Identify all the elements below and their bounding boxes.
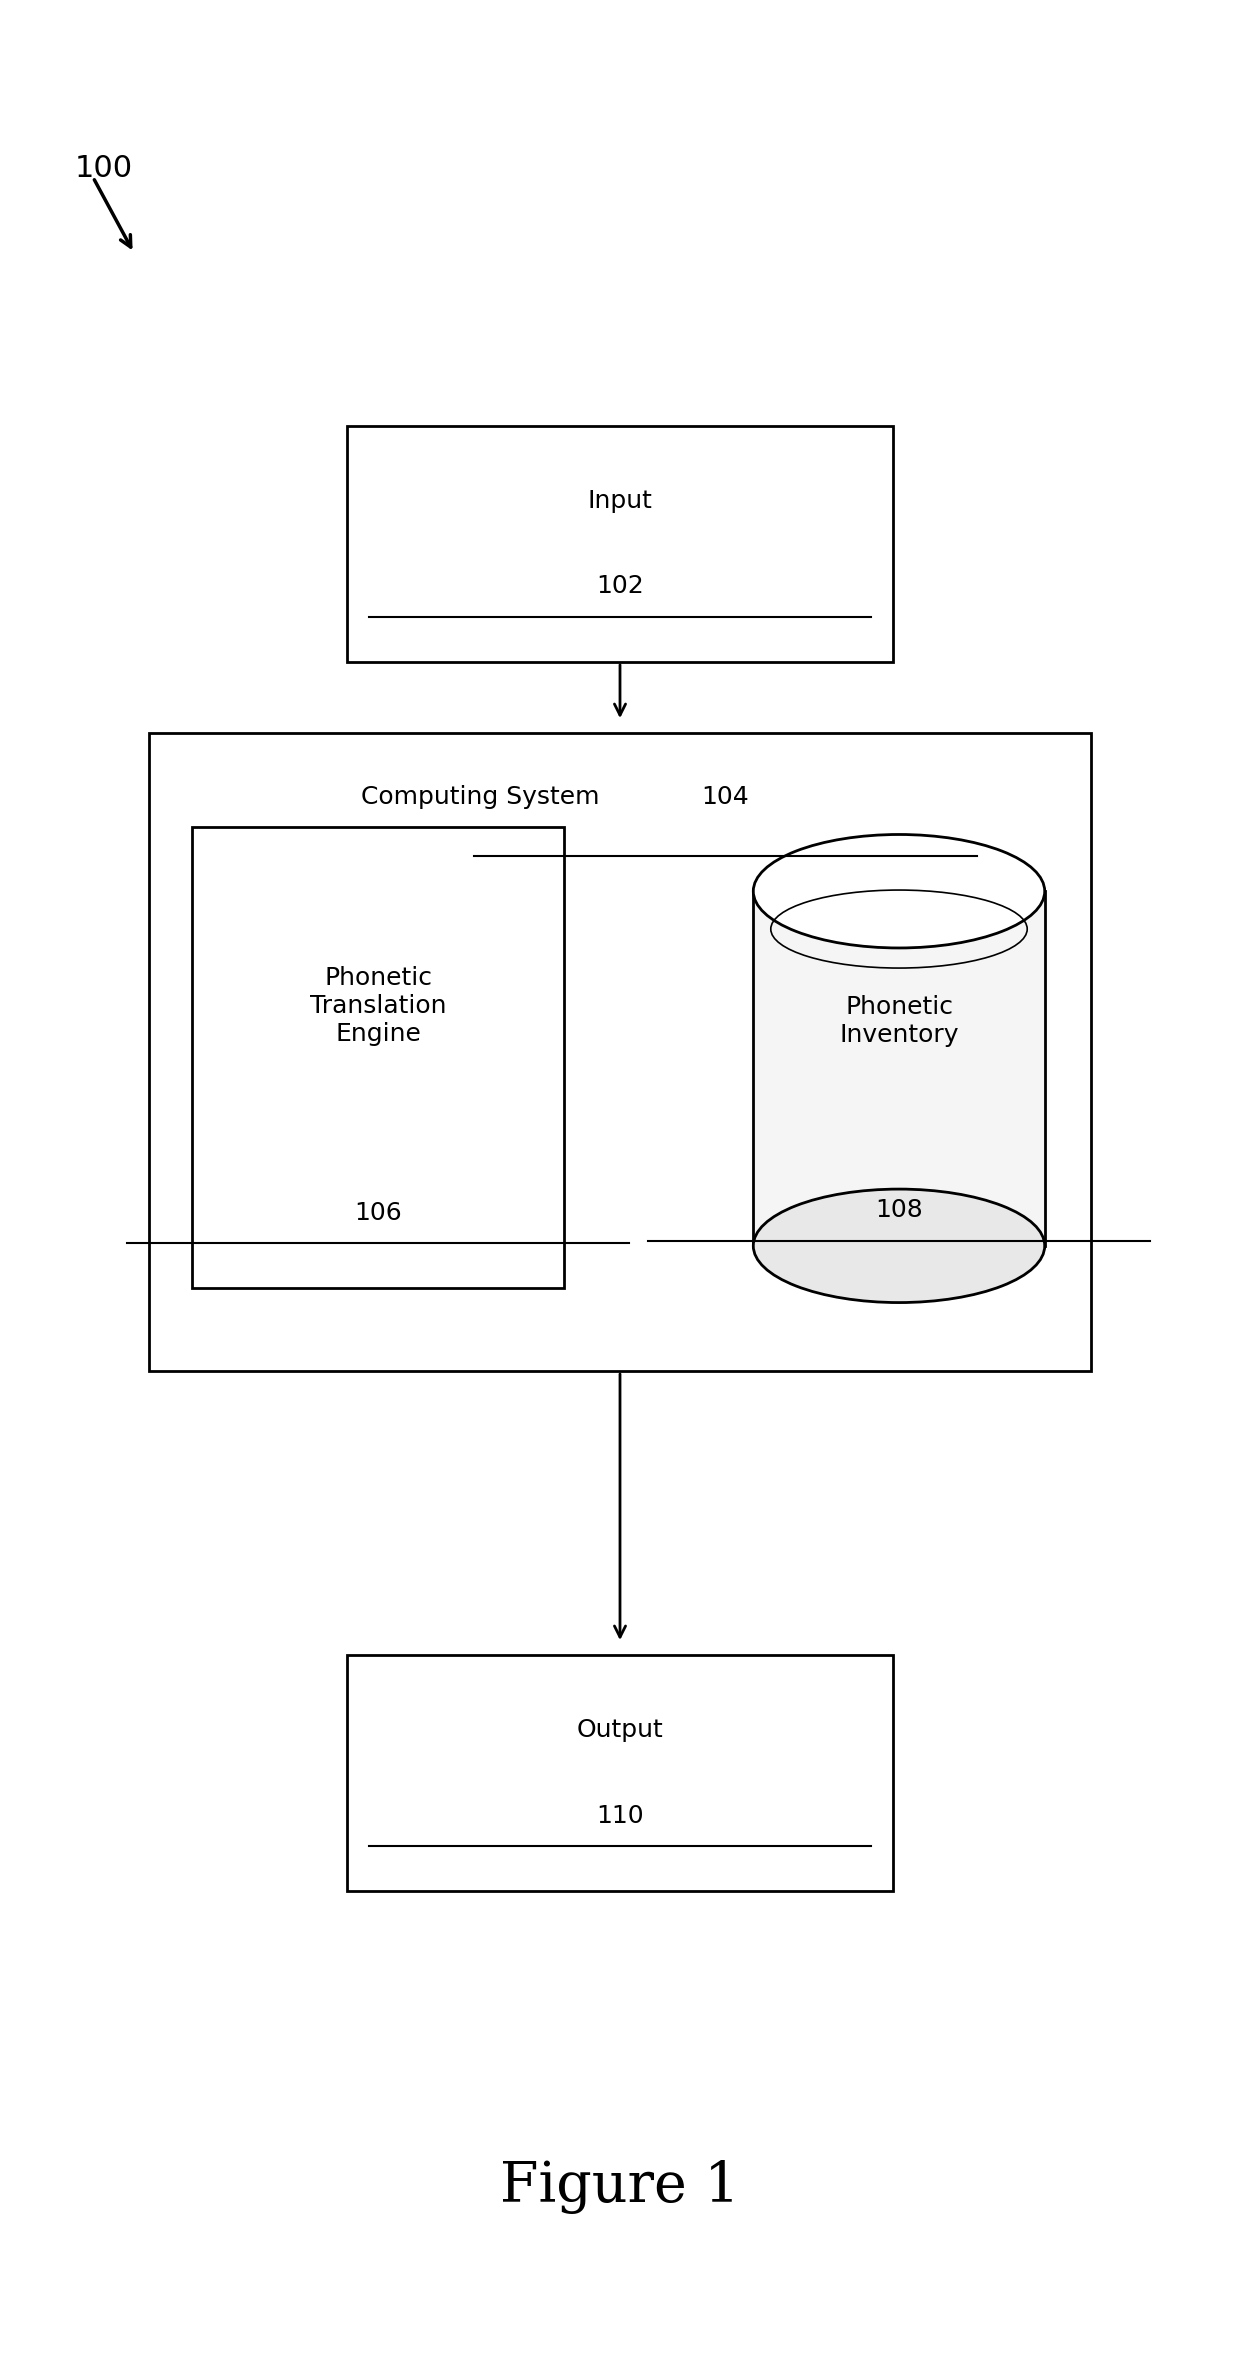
Text: Computing System: Computing System [361, 785, 608, 808]
FancyBboxPatch shape [192, 827, 564, 1288]
Ellipse shape [753, 834, 1044, 948]
Text: Input: Input [588, 489, 652, 513]
Text: 110: 110 [596, 1804, 644, 1827]
FancyBboxPatch shape [149, 733, 1091, 1371]
Text: 108: 108 [875, 1199, 923, 1222]
Bar [753, 891, 1044, 1246]
Text: Output: Output [577, 1719, 663, 1742]
Text: 106: 106 [355, 1201, 402, 1225]
FancyBboxPatch shape [347, 1655, 893, 1891]
Text: Figure 1: Figure 1 [500, 2158, 740, 2215]
Text: Phonetic
Translation
Engine: Phonetic Translation Engine [310, 967, 446, 1045]
Ellipse shape [753, 1189, 1044, 1303]
FancyBboxPatch shape [347, 426, 893, 662]
Text: 102: 102 [596, 574, 644, 598]
Text: 100: 100 [74, 154, 133, 182]
Text: 104: 104 [702, 785, 749, 808]
Text: Phonetic
Inventory: Phonetic Inventory [839, 995, 959, 1047]
